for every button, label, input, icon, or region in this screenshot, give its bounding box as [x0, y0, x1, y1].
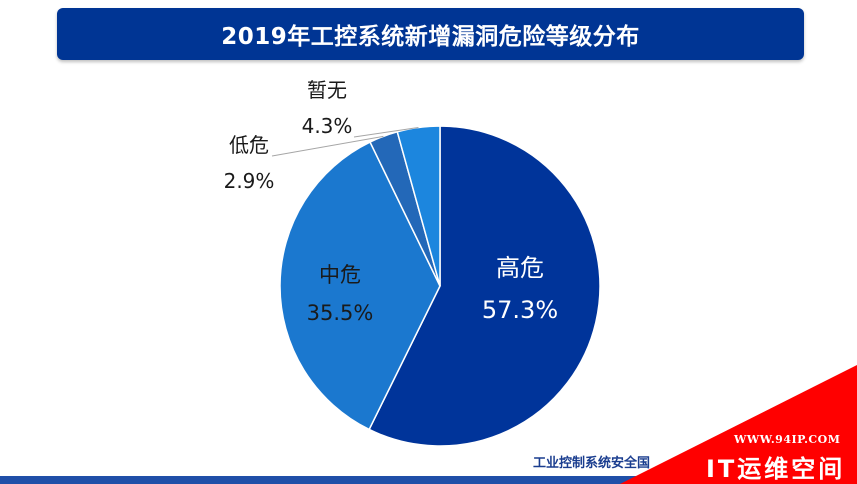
leader-line	[353, 126, 419, 138]
leader-line	[271, 135, 384, 157]
slice-value-label: 35.5%	[307, 301, 374, 325]
pie-slice	[368, 125, 601, 447]
slice-label: 高危	[496, 254, 544, 282]
slice-label: 中危	[319, 263, 361, 287]
slice-value-label: 57.3%	[482, 296, 558, 324]
slice-value-label: 4.3%	[302, 114, 353, 138]
pie-slice	[279, 141, 441, 431]
slice-label: 低危	[229, 133, 269, 157]
slice-label: 暂无	[307, 78, 347, 102]
slice-value-label: 2.9%	[224, 169, 275, 193]
watermark-url: WWW.94IP.COM	[734, 433, 841, 446]
watermark-brand: IT运维空间	[706, 455, 846, 483]
bottom-divider	[0, 476, 857, 484]
source-caption: 工业控制系统安全国	[533, 456, 651, 471]
chart-title-bar: 2019年工控系统新增漏洞危险等级分布	[57, 8, 804, 60]
chart-title: 2019年工控系统新增漏洞危险等级分布	[221, 24, 640, 50]
